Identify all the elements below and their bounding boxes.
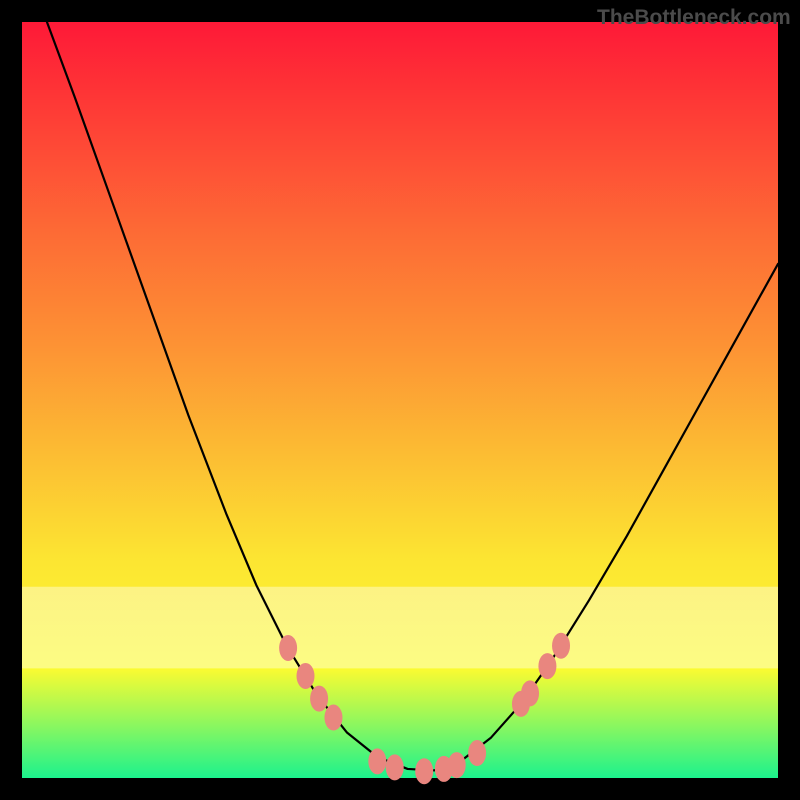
curve-marker [448, 752, 466, 778]
curve-marker [552, 633, 570, 659]
curve-marker [310, 686, 328, 712]
curve-marker [386, 754, 404, 780]
watermark-text: TheBottleneck.com [597, 6, 791, 30]
curve-marker [468, 740, 486, 766]
curve-marker [538, 653, 556, 679]
bottleneck-v-chart [0, 0, 800, 800]
curve-marker [324, 705, 342, 731]
curve-marker [368, 748, 386, 774]
curve-marker [415, 758, 433, 784]
curve-marker [279, 635, 297, 661]
curve-marker [521, 680, 539, 706]
highlight-band [22, 587, 778, 669]
curve-marker [297, 663, 315, 689]
chart-outer-frame: TheBottleneck.com [0, 0, 800, 800]
